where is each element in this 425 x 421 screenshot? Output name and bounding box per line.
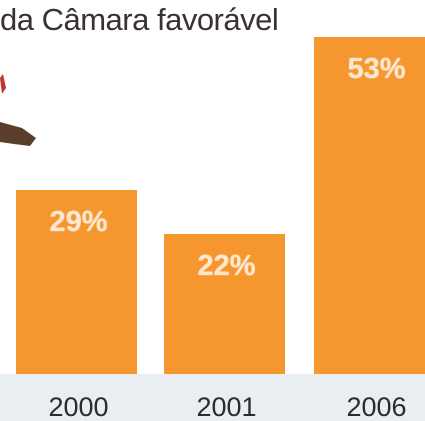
x-tick-2006: 2006 <box>346 392 407 421</box>
bar-value-label-2001: 22% <box>197 250 256 283</box>
chart-title: da Câmara favorável <box>0 2 279 37</box>
bar-2000 <box>16 189 137 374</box>
bar-value-label-2000: 29% <box>49 205 108 238</box>
bar-2001 <box>164 234 285 374</box>
x-axis-band <box>0 374 425 421</box>
x-tick-2000: 2000 <box>48 392 109 421</box>
decorative-illustration-fragment <box>0 74 36 146</box>
x-tick-2001: 2001 <box>196 392 257 421</box>
bar-2006 <box>314 37 425 374</box>
bar-value-label-2006: 53% <box>347 53 406 86</box>
